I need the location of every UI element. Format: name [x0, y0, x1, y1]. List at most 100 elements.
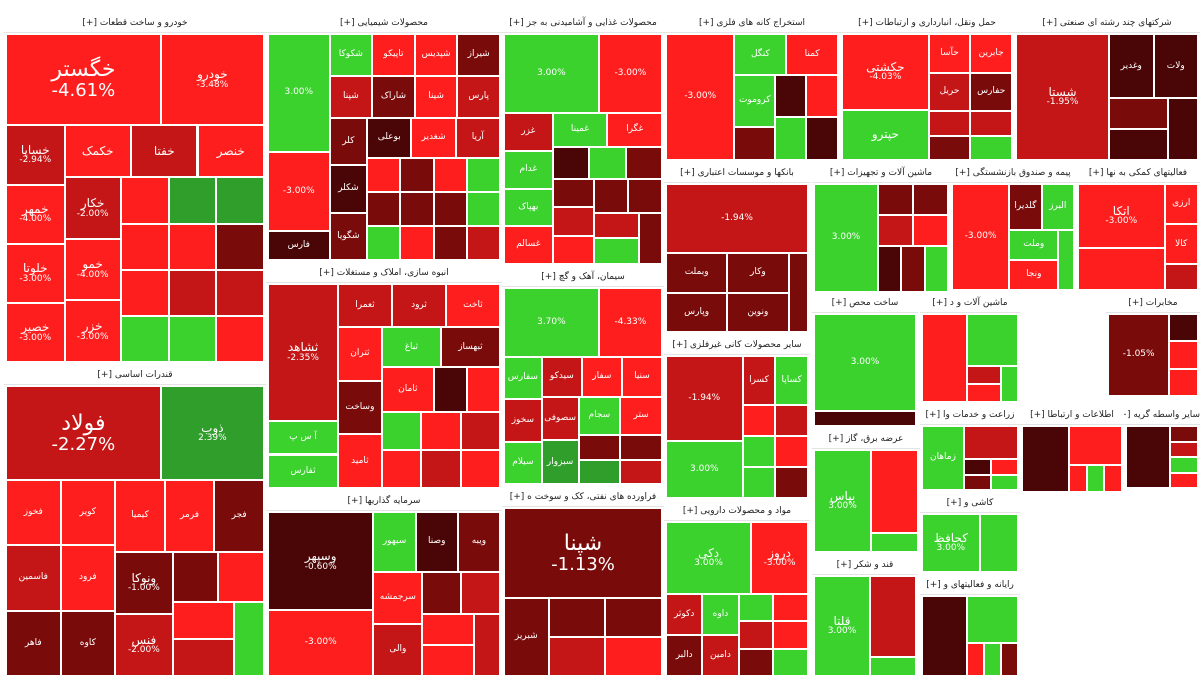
symbol-tile[interactable]	[548, 637, 606, 676]
symbol-tile[interactable]	[367, 225, 401, 260]
symbol-tile[interactable]	[400, 191, 434, 226]
symbol-tile[interactable]: کسرا	[742, 356, 776, 405]
symbol-tile[interactable]	[466, 157, 500, 192]
symbol-tile[interactable]: کلر	[329, 117, 368, 166]
symbol-tile[interactable]	[1109, 129, 1169, 160]
symbol-tile[interactable]: فنس -2.00%	[115, 613, 173, 676]
symbol-tile[interactable]: فرود	[60, 545, 116, 611]
symbol-tile[interactable]: ونوین	[727, 292, 789, 332]
symbol-tile[interactable]: -3.00%	[666, 34, 735, 160]
symbol-tile[interactable]: کساپا	[775, 356, 808, 405]
symbol-tile[interactable]	[120, 315, 169, 362]
symbol-tile[interactable]: زماهان	[922, 426, 964, 490]
symbol-tile[interactable]: ثبهساز	[440, 327, 500, 368]
symbol-tile[interactable]	[172, 638, 234, 676]
symbol-tile[interactable]	[878, 245, 902, 292]
sector-title[interactable]: ماشین آلات و د [+]	[920, 294, 1020, 313]
symbol-tile[interactable]: شپدیس	[414, 34, 458, 76]
sector-title[interactable]: سرمایه گذاریها [+]	[266, 492, 502, 511]
symbol-tile[interactable]	[742, 404, 776, 436]
symbol-tile[interactable]: غسالم	[504, 226, 553, 264]
symbol-tile[interactable]	[967, 383, 1001, 402]
symbol-tile[interactable]	[433, 225, 467, 260]
symbol-tile[interactable]	[775, 404, 808, 436]
symbol-tile[interactable]	[738, 621, 774, 649]
symbol-tile[interactable]	[775, 466, 808, 498]
symbol-tile[interactable]	[433, 367, 467, 413]
symbol-tile[interactable]	[593, 212, 640, 239]
symbol-tile[interactable]: وکار	[727, 253, 789, 293]
symbol-tile[interactable]: دروز -3.00%	[751, 522, 808, 594]
symbol-tile[interactable]	[1170, 472, 1198, 488]
symbol-tile[interactable]	[168, 223, 217, 270]
symbol-tile[interactable]	[466, 225, 500, 260]
sector-title[interactable]: خودرو و ساخت قطعات [+]	[4, 14, 266, 33]
symbol-tile[interactable]: وپارس	[666, 292, 728, 332]
symbol-tile[interactable]: دکوثر	[666, 593, 703, 635]
symbol-tile[interactable]: خفتا	[131, 125, 198, 178]
symbol-tile[interactable]: -4.33%	[598, 288, 662, 357]
symbol-tile[interactable]	[963, 459, 991, 475]
symbol-tile[interactable]: ونجا	[1009, 259, 1059, 290]
symbol-tile[interactable]: حفارس	[970, 72, 1012, 111]
symbol-tile[interactable]	[1170, 457, 1198, 473]
symbol-tile[interactable]: فاهر	[6, 610, 61, 676]
symbol-tile[interactable]	[1058, 229, 1074, 290]
symbol-tile[interactable]: کیمیا	[115, 480, 165, 552]
symbol-tile[interactable]: خساپا -2.94%	[6, 125, 65, 185]
symbol-tile[interactable]: ویبه	[457, 512, 500, 573]
symbol-tile[interactable]: گلدیرا	[1009, 184, 1042, 230]
symbol-tile[interactable]: -3.00%	[268, 610, 374, 676]
symbol-tile[interactable]	[967, 596, 1018, 644]
sector-title[interactable]: مخابرات [+]	[1106, 294, 1200, 313]
symbol-tile[interactable]	[620, 459, 662, 484]
symbol-tile[interactable]	[461, 572, 500, 614]
symbol-tile[interactable]	[773, 621, 808, 649]
symbol-tile[interactable]: سبهور	[373, 512, 416, 573]
symbol-tile[interactable]: کنگل	[734, 34, 787, 75]
symbol-tile[interactable]	[1022, 426, 1069, 492]
symbol-tile[interactable]	[421, 450, 461, 488]
symbol-tile[interactable]: دامین	[702, 634, 739, 676]
sector-title[interactable]: فعالیتهای کمکی به نها [+]	[1076, 164, 1200, 183]
symbol-tile[interactable]: پارس	[457, 75, 500, 118]
symbol-tile[interactable]: وساخت	[338, 380, 382, 435]
sector-title[interactable]: انبوه سازی، املاک و مستغلات [+]	[266, 264, 502, 283]
symbol-tile[interactable]: خزر -3.00%	[64, 300, 121, 362]
symbol-tile[interactable]	[433, 157, 467, 192]
symbol-tile[interactable]	[548, 598, 606, 637]
sector-title[interactable]: قندرات اساسی [+]	[4, 366, 266, 385]
symbol-tile[interactable]	[120, 177, 169, 224]
symbol-tile[interactable]: -3.00%	[268, 152, 330, 232]
symbol-tile[interactable]: -3.00%	[598, 34, 662, 114]
symbol-tile[interactable]: شبریز	[504, 598, 549, 676]
symbol-tile[interactable]: فاسمین	[6, 545, 61, 611]
symbol-tile[interactable]: حریل	[928, 72, 971, 111]
symbol-tile[interactable]: خصیر -3.00%	[6, 302, 65, 362]
symbol-tile[interactable]: سجام	[578, 396, 621, 436]
symbol-tile[interactable]	[1169, 314, 1198, 342]
symbol-tile[interactable]: ثفارس	[268, 454, 339, 488]
symbol-tile[interactable]	[233, 601, 264, 676]
symbol-tile[interactable]: ثتران	[338, 327, 382, 381]
symbol-tile[interactable]: سرجمشه	[373, 572, 423, 625]
symbol-tile[interactable]	[1086, 464, 1105, 492]
symbol-tile[interactable]	[1001, 365, 1018, 402]
symbol-tile[interactable]	[788, 253, 808, 332]
symbol-tile[interactable]: -1.05%	[1108, 314, 1170, 396]
symbol-tile[interactable]	[924, 245, 948, 292]
sector-title[interactable]: قند و شکر [+]	[812, 556, 918, 575]
symbol-tile[interactable]	[474, 613, 500, 676]
symbol-tile[interactable]: دالبر	[666, 634, 703, 676]
symbol-tile[interactable]: فخوز	[6, 480, 61, 546]
symbol-tile[interactable]	[422, 613, 475, 645]
symbol-tile[interactable]: غدام	[504, 150, 553, 189]
symbol-tile[interactable]: حپترو	[842, 109, 929, 160]
symbol-tile[interactable]: خنصر	[197, 125, 264, 178]
symbol-tile[interactable]	[990, 459, 1018, 475]
symbol-tile[interactable]	[928, 135, 971, 160]
symbol-tile[interactable]: 3.00%	[814, 184, 879, 292]
symbol-tile[interactable]: سیلام	[504, 441, 542, 484]
symbol-tile[interactable]	[433, 191, 467, 226]
symbol-tile[interactable]: بهپاک	[504, 188, 553, 227]
